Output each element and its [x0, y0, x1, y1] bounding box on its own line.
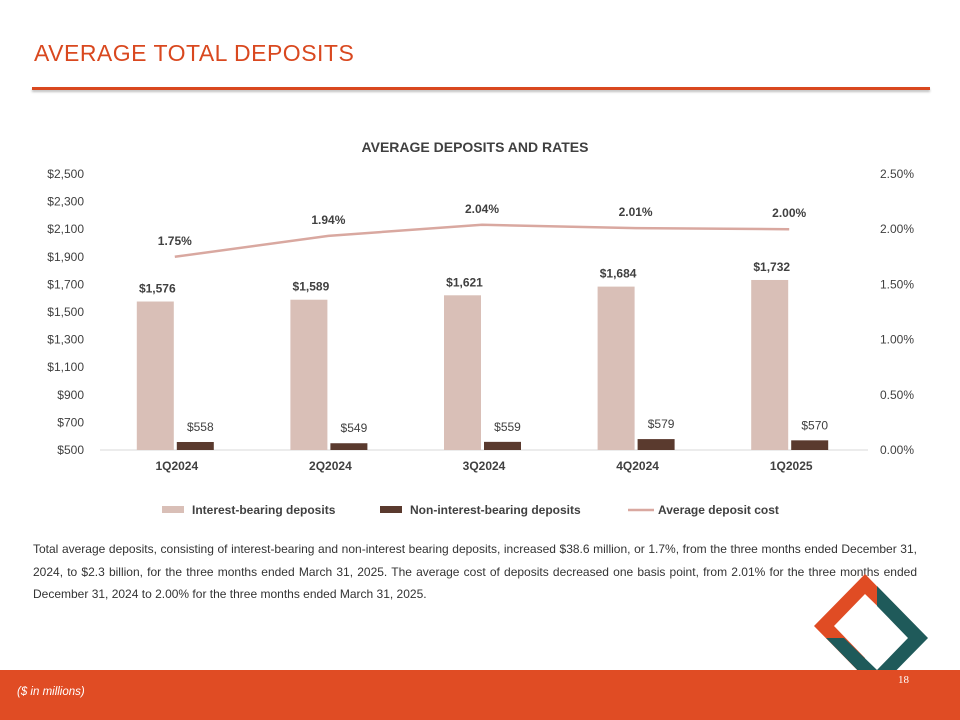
y-left-tick-label: $1,900 [47, 250, 84, 264]
interest-bearing-data-label: $1,589 [293, 280, 330, 294]
page-number: 18 [898, 674, 909, 686]
deposits-chart: AVERAGE DEPOSITS AND RATES $2,500 $2,300 $2… [47, 139, 914, 517]
x-tick-label: 4Q2024 [616, 459, 659, 473]
x-tick-label: 2Q2024 [309, 459, 352, 473]
non-interest-bearing-bar [637, 439, 675, 450]
interest-bearing-bar [751, 279, 789, 450]
legend-swatch [162, 506, 184, 513]
legend-label: Interest-bearing deposits [192, 503, 336, 517]
interest-bearing-data-label: $1,732 [753, 260, 790, 274]
interest-bearing-data-label: $1,621 [446, 275, 483, 289]
y-right-tick-label: 0.50% [880, 388, 914, 402]
y-left-tick-label: $2,500 [47, 167, 84, 181]
interest-bearing-data-label: $1,576 [139, 282, 176, 296]
x-tick-label: 3Q2024 [463, 459, 506, 473]
legend-label: Average deposit cost [658, 503, 779, 517]
x-tick-label: 1Q2024 [155, 459, 198, 473]
summary-paragraph: Total average deposits, consisting of in… [33, 542, 917, 601]
interest-bearing-bar [444, 295, 481, 450]
y-right-tick-label: 1.00% [880, 333, 914, 347]
non-interest-bearing-bar [176, 441, 214, 450]
non-interest-bearing-bar [791, 440, 829, 450]
non-interest-bearing-data-label: $570 [801, 418, 828, 432]
legend-label: Non-interest-bearing deposits [410, 503, 581, 517]
interest-bearing-bar [290, 299, 328, 450]
y-left-tick-label: $2,300 [47, 195, 84, 209]
y-left-tick-label: $500 [57, 443, 84, 457]
non-interest-bearing-data-label: $579 [648, 417, 675, 431]
average-deposit-cost-data-label: 2.01% [619, 205, 653, 219]
non-interest-bearing-data-label: $558 [187, 420, 214, 434]
interest-bearing-bar [136, 301, 174, 450]
non-interest-bearing-bar [484, 441, 521, 450]
footer-bar [0, 670, 960, 720]
y-right-tick-label: 2.00% [880, 222, 914, 236]
page-title: AVERAGE TOTAL DEPOSITS [34, 40, 355, 66]
y-left-tick-label: $700 [57, 415, 84, 429]
average-deposit-cost-line [174, 223, 790, 259]
y-left-tick-label: $1,500 [47, 305, 84, 319]
interest-bearing-bar [597, 286, 635, 450]
average-deposit-cost-data-label: 1.75% [158, 234, 192, 248]
legend-swatch [380, 506, 402, 513]
non-interest-bearing-bar [330, 443, 368, 450]
y-left-tick-label: $2,100 [47, 222, 84, 236]
y-left-tick-label: $1,100 [47, 360, 84, 374]
y-left-tick-label: $1,700 [47, 277, 84, 291]
y-right-tick-label: 0.00% [880, 443, 914, 457]
non-interest-bearing-data-label: $559 [494, 420, 521, 434]
average-deposit-cost-data-label: 2.04% [465, 202, 499, 216]
average-deposit-cost-data-label: 1.94% [311, 213, 345, 227]
y-right-tick-label: 2.50% [880, 167, 914, 181]
average-deposit-cost-data-label: 2.00% [772, 206, 806, 220]
non-interest-bearing-data-label: $549 [341, 421, 368, 435]
interest-bearing-data-label: $1,684 [600, 267, 637, 281]
y-left-tick-label: $1,300 [47, 333, 84, 347]
x-tick-label: 1Q2025 [770, 459, 813, 473]
units-footnote: ($ in millions) [17, 686, 85, 698]
y-right-tick-label: 1.50% [880, 277, 914, 291]
title-divider [32, 87, 930, 90]
y-left-tick-label: $900 [57, 388, 84, 402]
chart-title: AVERAGE DEPOSITS AND RATES [362, 139, 589, 155]
